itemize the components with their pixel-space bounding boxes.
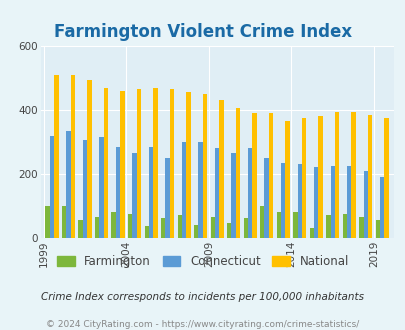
Bar bbox=[186, 92, 190, 238]
Bar bbox=[276, 212, 280, 238]
Bar bbox=[104, 88, 108, 238]
Bar bbox=[280, 163, 285, 238]
Bar bbox=[362, 171, 367, 238]
Bar bbox=[318, 116, 322, 238]
Bar bbox=[330, 166, 334, 238]
Bar bbox=[177, 215, 181, 238]
Bar bbox=[379, 177, 384, 238]
Bar bbox=[198, 142, 202, 238]
Bar bbox=[161, 218, 165, 238]
Bar bbox=[264, 158, 268, 238]
Bar bbox=[375, 220, 379, 238]
Bar bbox=[170, 89, 174, 238]
Bar bbox=[309, 228, 313, 238]
Bar bbox=[45, 206, 50, 238]
Legend: Farmington, Connecticut, National: Farmington, Connecticut, National bbox=[52, 250, 353, 273]
Bar bbox=[226, 223, 231, 238]
Bar bbox=[153, 88, 158, 238]
Bar bbox=[149, 147, 153, 238]
Bar bbox=[181, 142, 186, 238]
Bar bbox=[62, 206, 66, 238]
Bar bbox=[78, 220, 83, 238]
Bar bbox=[252, 113, 256, 238]
Bar bbox=[116, 147, 120, 238]
Bar bbox=[231, 153, 235, 238]
Bar bbox=[120, 91, 125, 238]
Bar bbox=[384, 118, 388, 238]
Bar bbox=[54, 75, 59, 238]
Text: © 2024 CityRating.com - https://www.cityrating.com/crime-statistics/: © 2024 CityRating.com - https://www.city… bbox=[46, 320, 359, 329]
Bar bbox=[346, 166, 351, 238]
Bar bbox=[235, 108, 240, 238]
Bar bbox=[144, 226, 149, 238]
Bar bbox=[71, 75, 75, 238]
Bar bbox=[358, 217, 362, 238]
Bar bbox=[285, 121, 289, 238]
Bar bbox=[215, 148, 219, 238]
Bar bbox=[247, 148, 252, 238]
Bar bbox=[50, 136, 54, 238]
Bar bbox=[243, 218, 247, 238]
Bar bbox=[202, 94, 207, 238]
Text: Crime Index corresponds to incidents per 100,000 inhabitants: Crime Index corresponds to incidents per… bbox=[41, 292, 364, 302]
Bar bbox=[128, 214, 132, 238]
Bar bbox=[342, 214, 346, 238]
Bar bbox=[83, 140, 87, 238]
Bar bbox=[111, 212, 116, 238]
Bar bbox=[95, 217, 99, 238]
Bar bbox=[87, 80, 92, 238]
Bar bbox=[292, 212, 297, 238]
Bar bbox=[136, 89, 141, 238]
Bar bbox=[132, 153, 136, 238]
Bar bbox=[297, 164, 301, 238]
Text: Farmington Violent Crime Index: Farmington Violent Crime Index bbox=[54, 23, 351, 41]
Bar bbox=[334, 112, 339, 238]
Bar bbox=[210, 217, 215, 238]
Bar bbox=[351, 112, 355, 238]
Bar bbox=[259, 206, 264, 238]
Bar bbox=[219, 100, 223, 238]
Bar bbox=[194, 225, 198, 238]
Bar bbox=[66, 131, 71, 238]
Bar bbox=[165, 158, 170, 238]
Bar bbox=[301, 118, 306, 238]
Bar bbox=[325, 215, 330, 238]
Bar bbox=[313, 167, 318, 238]
Bar bbox=[268, 113, 273, 238]
Bar bbox=[99, 137, 104, 238]
Bar bbox=[367, 115, 371, 238]
